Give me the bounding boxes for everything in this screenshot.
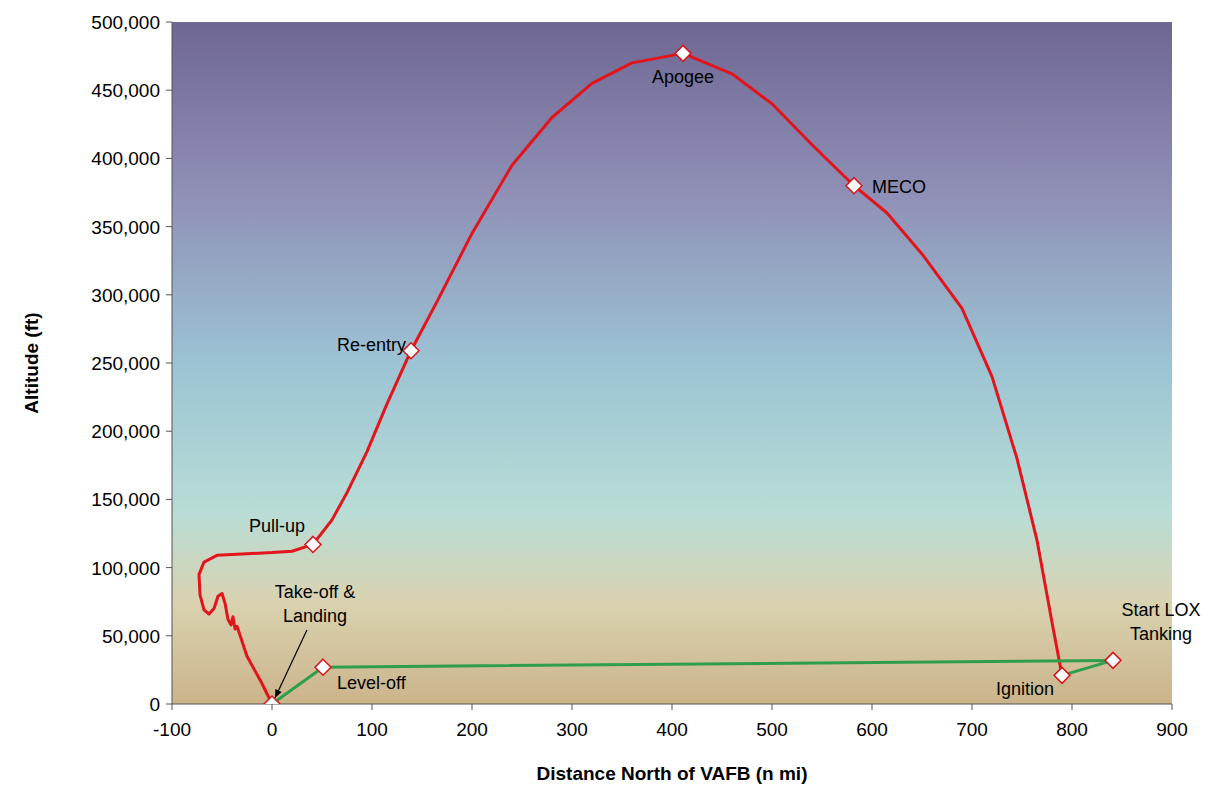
x-axis-title: Distance North of VAFB (n mi): [537, 763, 808, 784]
y-tick: [166, 226, 172, 227]
x-tick-label: 0: [267, 719, 278, 740]
x-tick: [672, 704, 673, 710]
point-marker: [305, 536, 321, 552]
x-tick-label: 100: [356, 719, 388, 740]
point-marker: [846, 178, 862, 194]
y-tick-label: 100,000: [91, 558, 160, 579]
series-line: [199, 53, 1062, 704]
annotation-arrowhead: [275, 689, 282, 698]
x-tick: [972, 704, 973, 710]
y-tick: [166, 90, 172, 91]
y-tick-label: 150,000: [91, 489, 160, 510]
y-tick: [166, 294, 172, 295]
y-tick-label: 0: [149, 694, 160, 715]
annotation-label: Start LOXTanking: [1121, 600, 1200, 644]
x-tick-label: 400: [656, 719, 688, 740]
annotation-label: Pull-up: [249, 516, 305, 536]
point-marker: [315, 659, 331, 675]
point-marker: [264, 696, 280, 704]
x-tick: [772, 704, 773, 710]
y-tick-label: 450,000: [91, 80, 160, 101]
x-tick: [472, 704, 473, 710]
x-tick-label: 200: [456, 719, 488, 740]
y-axis-title: Altitude (ft): [21, 312, 42, 413]
y-tick: [166, 363, 172, 364]
series-line: [272, 660, 1113, 704]
annotation-label: Apogee: [652, 67, 714, 87]
y-tick: [166, 635, 172, 636]
y-tick: [166, 499, 172, 500]
annotation-label: Ignition: [996, 679, 1054, 699]
point-marker: [1105, 652, 1121, 668]
x-tick: [872, 704, 873, 710]
y-tick: [166, 704, 172, 705]
annotation-label: Level-off: [337, 673, 407, 693]
plot-background: [172, 22, 1172, 704]
series-group: [199, 45, 1121, 704]
y-tick-label: 250,000: [91, 353, 160, 374]
y-tick: [166, 567, 172, 568]
y-tick: [166, 431, 172, 432]
point-marker: [675, 45, 691, 61]
y-tick: [166, 22, 172, 23]
annotation-arrow: [275, 630, 307, 698]
y-tick-label: 300,000: [91, 285, 160, 306]
annotation-label: MECO: [872, 177, 926, 197]
x-tick-label: 300: [556, 719, 588, 740]
y-tick-label: 400,000: [91, 148, 160, 169]
x-tick-label: 700: [956, 719, 988, 740]
y-tick-label: 50,000: [102, 626, 160, 647]
y-tick-label: 350,000: [91, 217, 160, 238]
y-tick: [166, 158, 172, 159]
x-tick: [1072, 704, 1073, 710]
y-tick-label: 500,000: [91, 12, 160, 33]
x-tick-label: -100: [153, 719, 191, 740]
annotation-label: Take-off &Landing: [275, 582, 356, 626]
x-tick: [372, 704, 373, 710]
x-tick-label: 800: [1056, 719, 1088, 740]
x-tick-label: 600: [856, 719, 888, 740]
x-tick: [172, 704, 173, 710]
x-tick-label: 900: [1156, 719, 1188, 740]
x-tick: [1172, 704, 1173, 710]
x-tick-label: 500: [756, 719, 788, 740]
x-tick: [572, 704, 573, 710]
y-tick-label: 200,000: [91, 421, 160, 442]
chart: 0 50,000 100,000 150,000 200,000 250,000 300,0…: [0, 0, 1222, 804]
annotation-label: Re-entry: [337, 335, 406, 355]
point-marker: [1054, 667, 1070, 683]
x-tick: [272, 704, 273, 710]
